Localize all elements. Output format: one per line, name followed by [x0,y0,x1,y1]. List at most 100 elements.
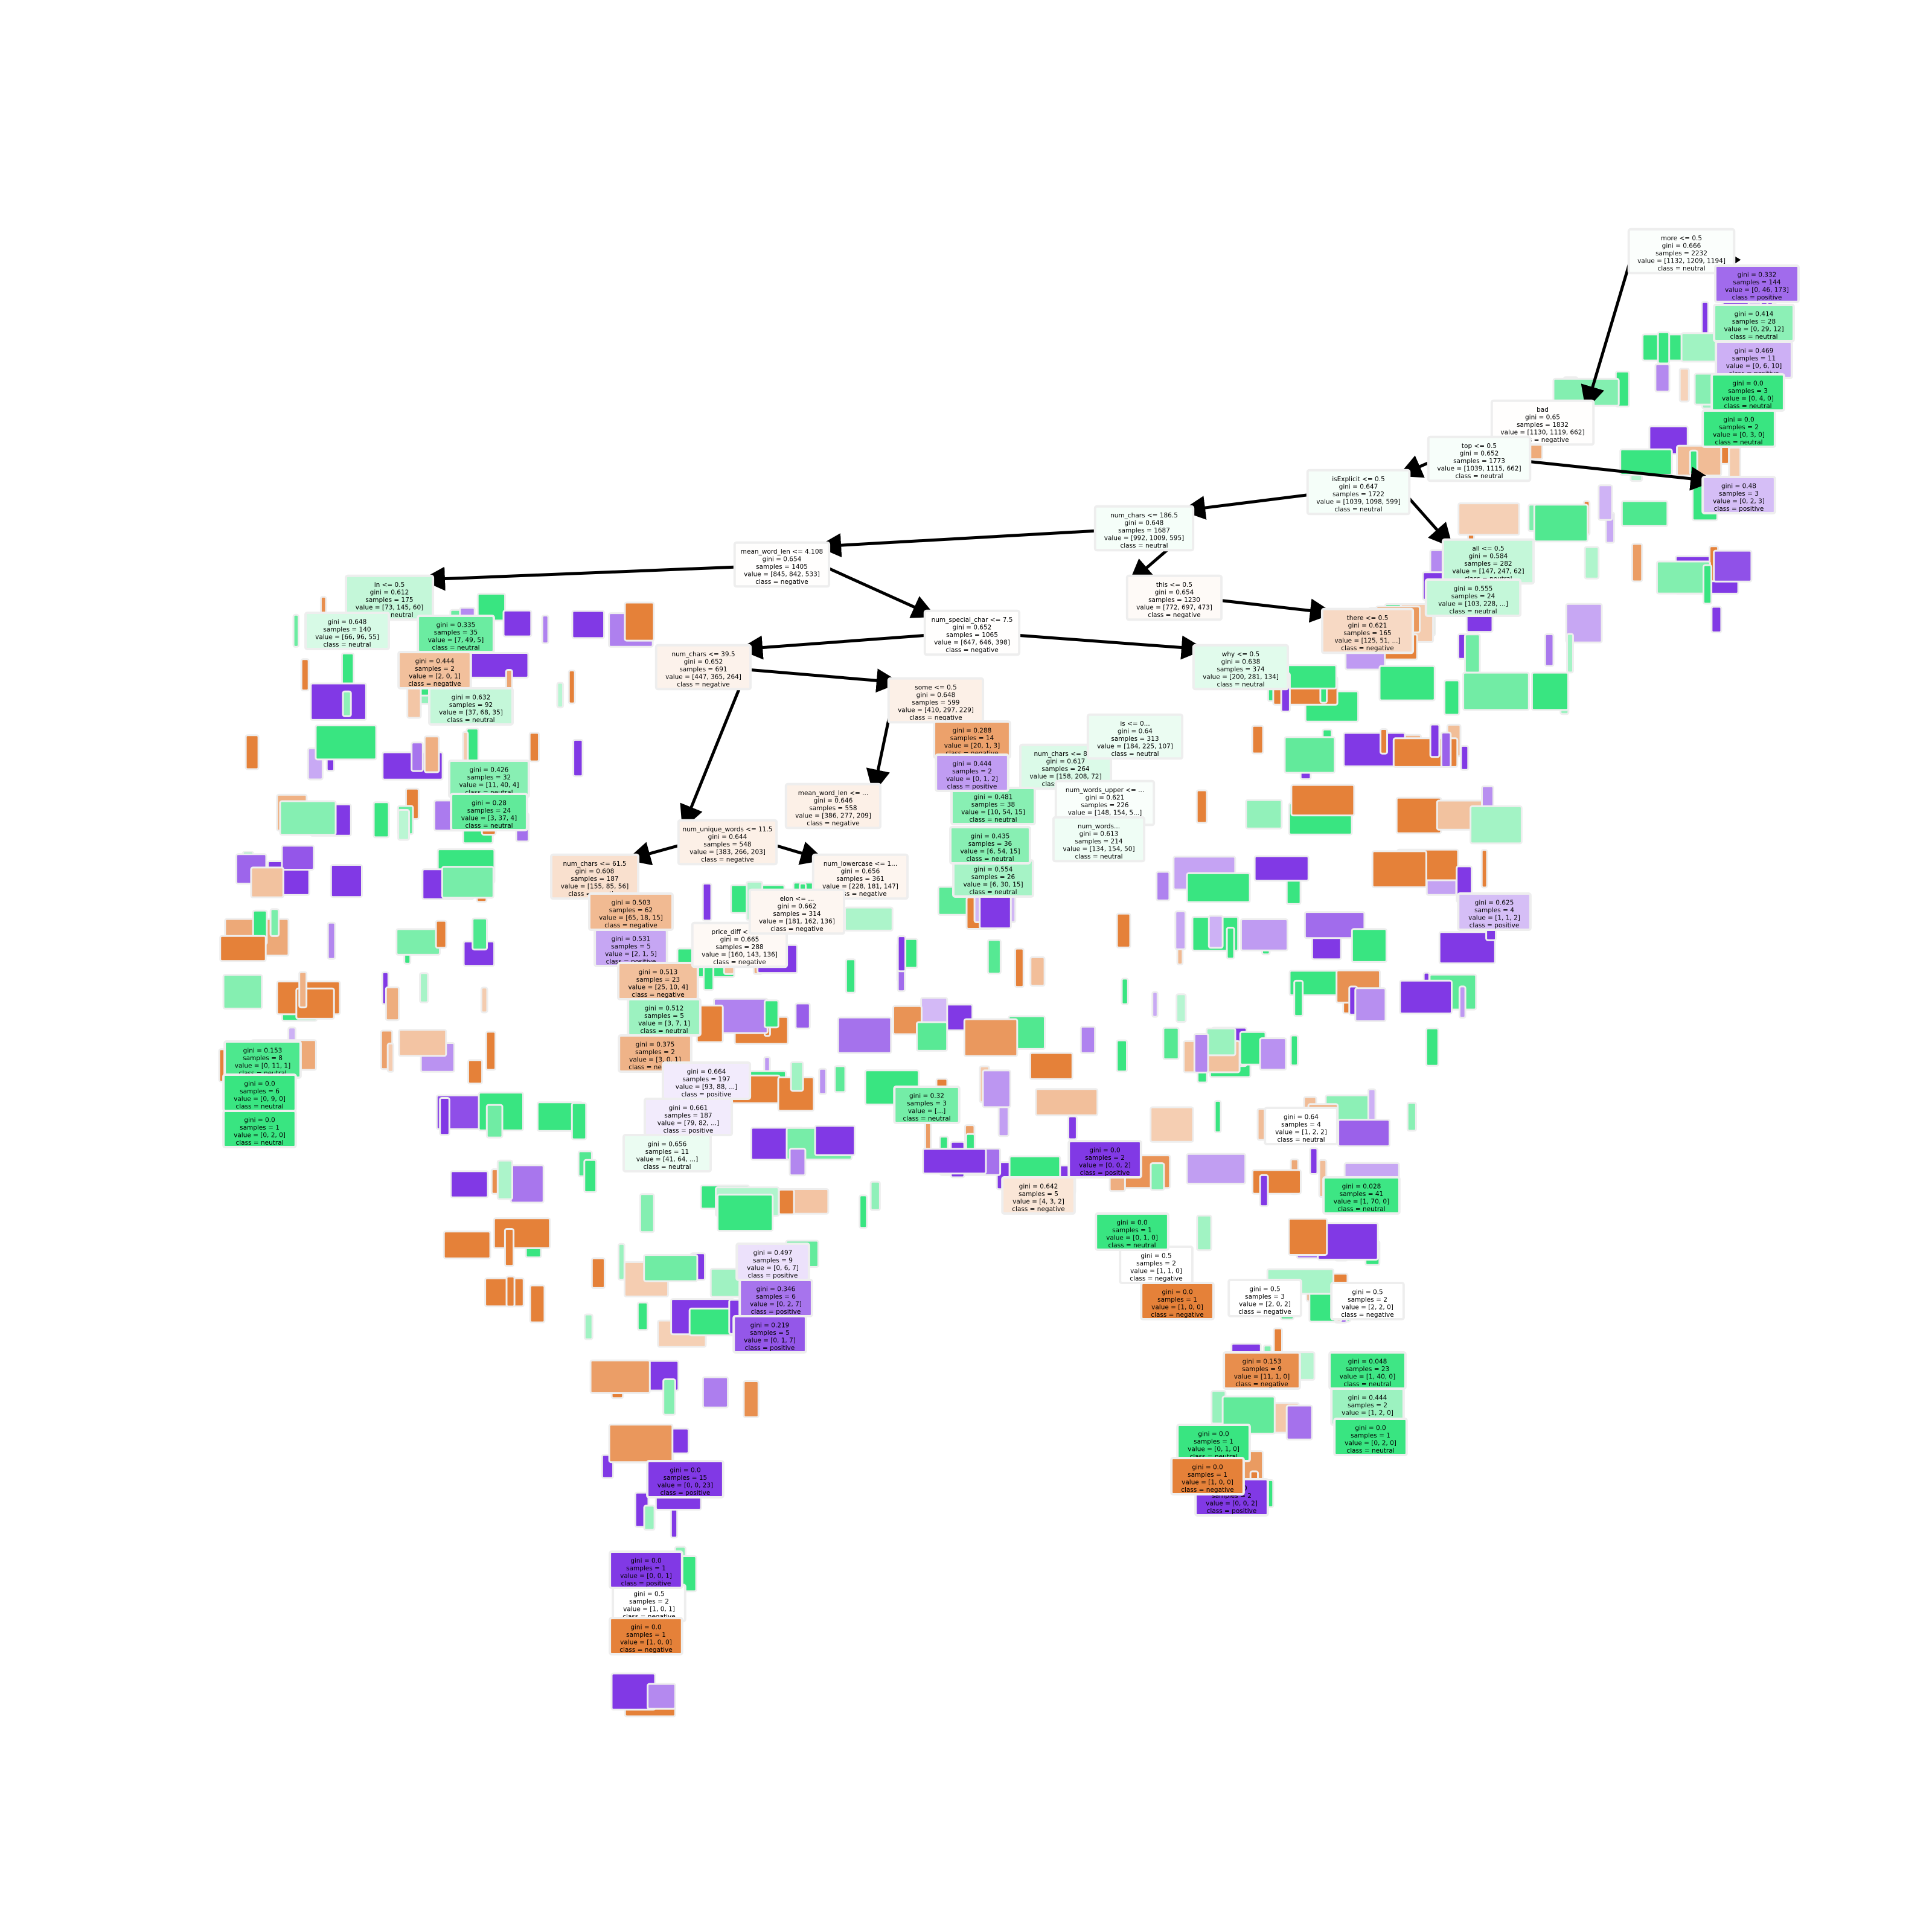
leaf-fragment-195 [1285,1404,1313,1441]
node-line: value = [155, 85, 56] [561,883,629,891]
leaf-fragment-115 [1226,927,1235,960]
node-box [923,609,1021,656]
leaf-fragment-81 [1251,724,1264,755]
node-line: class = neutral [969,816,1017,824]
node-box [811,853,909,900]
node-line: samples = 691 [679,666,727,673]
node-line: class = neutral [1277,1136,1325,1144]
node-line: why <= 0.5 [1222,651,1259,658]
node-line: mean_word_len <= 4.108 [741,548,823,555]
leaf-fragment-149 [1406,1102,1417,1132]
leaf-fragment-79 [1440,731,1452,769]
leaf-fragment-144 [1290,1034,1299,1067]
node-line: samples = 9 [753,1257,793,1264]
leaf-fragment-156 [1367,1088,1377,1125]
node-line: gini = 0.512 [645,1005,684,1012]
leaf-fragment-129 [1354,987,1387,1022]
leaf-fragment-303 [484,1277,525,1308]
node-line: samples = 14 [950,735,994,742]
node-line: class = positive [748,1272,798,1279]
leaf-fragment-385 [636,1301,649,1331]
node-line: value = [6, 30, 15] [963,881,1023,888]
node-box [304,612,390,650]
node-line: gini = 0.219 [750,1322,790,1329]
node-line: class = neutral [1715,439,1762,446]
node-line: samples = 140 [323,626,371,633]
node-line: gini = 0.662 [778,903,817,910]
leaf-fragment-331 [795,1002,811,1029]
leaf-fragment-136 [1080,1026,1096,1054]
node-box [622,1134,712,1172]
node-line: gini = 0.513 [639,968,678,976]
node-line: samples = 288 [715,944,763,951]
node-line: gini = 0.652 [1460,450,1499,458]
leaf-fragment-202 [541,615,549,645]
edge-n15-n17 [738,633,929,660]
node-box [1052,816,1146,863]
leaf-fragment-68 [1444,679,1460,716]
node-box [450,793,528,831]
node-line: num_chars <= 61.5 [563,860,626,868]
node-line: gini = 0.665 [720,936,760,944]
node-line: gini = 0.0 [244,1116,275,1124]
node-line: samples = 2 [1348,1402,1387,1409]
leaf-fragment-152 [1214,1099,1222,1134]
leaf-fragment-87 [1395,796,1442,834]
tree-node-n27: num_words_upper <= ...gini = 0.621sample… [1054,779,1156,827]
node-box [1322,1176,1401,1215]
node-line: class = negative [632,991,684,999]
leaf-fragment-233 [528,732,540,763]
leaf-fragment-263 [327,921,336,960]
node-line: gini = 0.0 [670,1467,700,1474]
node-line: samples = 187 [571,875,618,883]
node-line: samples = 5 [611,943,651,950]
node-line: gini = 0.0 [630,1557,661,1564]
node-box [1457,892,1532,931]
node-box [1067,1140,1142,1179]
node-line: samples = 1 [1194,1438,1233,1445]
leaf-fragment-301 [504,1228,515,1267]
node-line: class = negative [1151,1311,1203,1319]
node-line: value = [160, 143, 136] [702,952,778,959]
leaf-fragment-213 [556,682,565,709]
leaf-fragment-335 [837,1016,892,1054]
leaf-fragment-234 [245,734,260,770]
node-line: class = negative [1341,1311,1393,1319]
leaf-fragment-120 [1176,993,1187,1023]
node-line: class = neutral [966,856,1014,863]
node-line: gini = 0.617 [1046,758,1086,766]
node-line: value = [11, 1, 0] [1234,1373,1290,1380]
leaf-fragment-319 [1029,956,1046,987]
leaf-fragment-201 [292,613,300,648]
node-line: samples = 197 [682,1076,730,1083]
leaf-fragment-363 [814,1125,856,1156]
node-line: value = [79, 82, ...] [657,1119,719,1127]
node-line: samples = 1 [626,1565,666,1572]
node-line: class = neutral [1730,333,1777,341]
node-line: gini = 0.642 [1019,1183,1058,1190]
node-line: gini = 0.332 [1738,271,1777,278]
leaf-fragment-80 [1429,723,1441,758]
node-line: class = negative [701,856,753,863]
node-line: gini = 0.555 [1454,585,1493,592]
node-line: gini = 0.613 [1080,831,1119,838]
leaf-fragment-5 [1701,301,1709,336]
node-line: samples = 3 [1719,490,1759,497]
edge-n10-n12 [817,529,1099,558]
leaf-fragment-252 [281,845,315,871]
node-line: isExplicit <= 0.5 [1332,476,1385,483]
leaf-fragment-151 [1067,1115,1078,1140]
leaf-fragment-82 [1380,728,1388,755]
node-line: samples = 2 [1719,424,1759,431]
node-line: gini = 0.414 [1735,310,1774,318]
